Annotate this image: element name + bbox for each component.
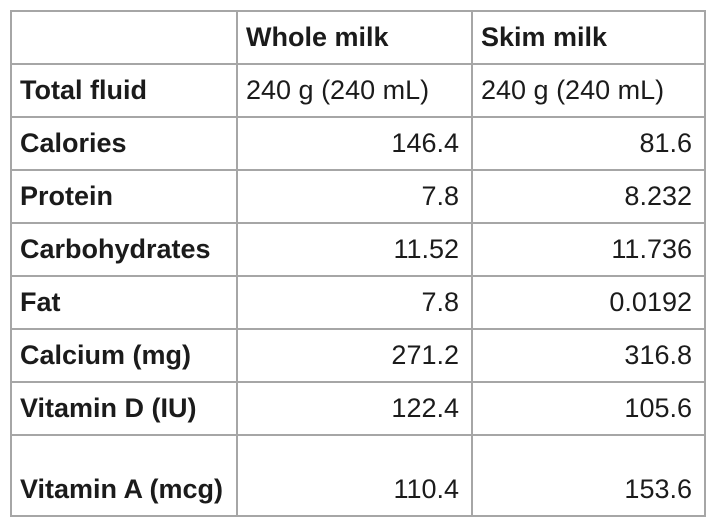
cell-skim-fat: 0.0192: [471, 275, 706, 330]
table-row-vitamin-a: Vitamin A (mcg) 110.4 153.6: [10, 434, 706, 517]
row-label-vitamin-d: Vitamin D (IU): [10, 381, 238, 436]
header-row: Whole milk Skim milk: [10, 10, 706, 65]
table-row-protein: Protein 7.8 8.232: [10, 169, 706, 224]
cell-skim-calories: 81.6: [471, 116, 706, 171]
table-row-carbohydrates: Carbohydrates 11.52 11.736: [10, 222, 706, 277]
table-row-fat: Fat 7.8 0.0192: [10, 275, 706, 330]
row-label-vitamin-a: Vitamin A (mcg): [10, 434, 238, 517]
cell-whole-protein: 7.8: [236, 169, 473, 224]
table-row-vitamin-d: Vitamin D (IU) 122.4 105.6: [10, 381, 706, 436]
cell-whole-calcium: 271.2: [236, 328, 473, 383]
cell-skim-vitamin-d: 105.6: [471, 381, 706, 436]
cell-skim-carbohydrates: 11.736: [471, 222, 706, 277]
row-label-calcium: Calcium (mg): [10, 328, 238, 383]
header-empty-cell: [10, 10, 238, 65]
cell-whole-vitamin-a: 110.4: [236, 434, 473, 517]
row-label-fat: Fat: [10, 275, 238, 330]
cell-skim-calcium: 316.8: [471, 328, 706, 383]
row-label-calories: Calories: [10, 116, 238, 171]
row-label-carbohydrates: Carbohydrates: [10, 222, 238, 277]
row-label-protein: Protein: [10, 169, 238, 224]
table-row-calcium: Calcium (mg) 271.2 316.8: [10, 328, 706, 383]
cell-skim-vitamin-a: 153.6: [471, 434, 706, 517]
cell-skim-total-fluid: 240 g (240 mL): [471, 63, 706, 118]
header-skim-milk: Skim milk: [471, 10, 706, 65]
table-row-total-fluid: Total fluid 240 g (240 mL) 240 g (240 mL…: [10, 63, 706, 118]
cell-whole-calories: 146.4: [236, 116, 473, 171]
cell-whole-total-fluid: 240 g (240 mL): [236, 63, 473, 118]
row-label-total-fluid: Total fluid: [10, 63, 238, 118]
cell-whole-vitamin-d: 122.4: [236, 381, 473, 436]
milk-nutrition-table: Whole milk Skim milk Total fluid 240 g (…: [10, 10, 706, 517]
cell-whole-fat: 7.8: [236, 275, 473, 330]
cell-whole-carbohydrates: 11.52: [236, 222, 473, 277]
cell-skim-protein: 8.232: [471, 169, 706, 224]
table-row-calories: Calories 146.4 81.6: [10, 116, 706, 171]
header-whole-milk: Whole milk: [236, 10, 473, 65]
